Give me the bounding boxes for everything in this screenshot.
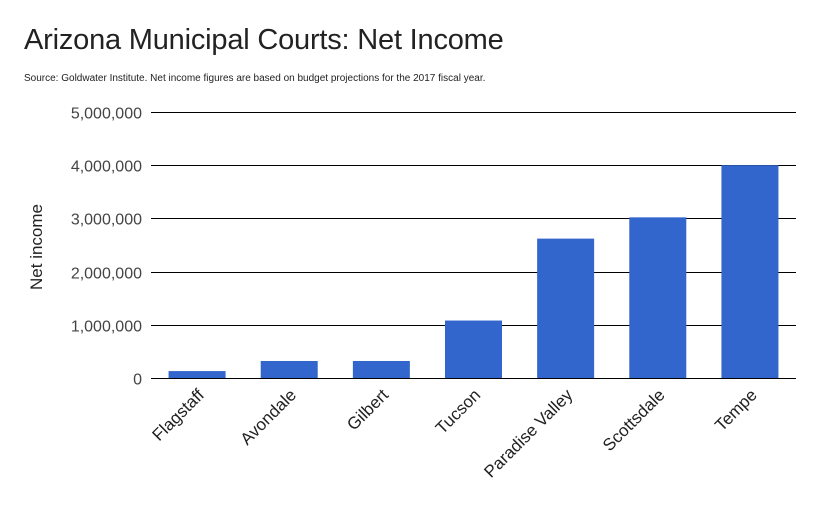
bar-tucson (445, 320, 502, 378)
y-tick-label: 2,000,000 (71, 266, 142, 283)
x-tick-label: Scottsdale (599, 385, 669, 455)
chart-title: Arizona Municipal Courts: Net Income (24, 24, 504, 56)
bar-paradise-valley (537, 238, 595, 378)
y-axis-label: Net income (27, 204, 46, 290)
bar-gilbert (352, 360, 410, 378)
y-tick-label: 0 (133, 372, 142, 389)
y-tick-label: 5,000,000 (71, 106, 142, 123)
x-tick-label: Paradise Valley (480, 385, 576, 481)
x-tick-label: Tempe (711, 385, 761, 435)
x-tick-label: Gilbert (343, 385, 392, 434)
y-tick-label: 4,000,000 (71, 159, 142, 176)
y-tick-label: 1,000,000 (71, 319, 142, 336)
y-tick-label: 3,000,000 (71, 212, 142, 229)
x-tick-label: Flagstaff (149, 385, 209, 445)
bar-avondale (260, 360, 318, 378)
bar-scottsdale (629, 217, 687, 378)
x-tick-label: Tucson (432, 385, 484, 437)
chart-subtitle: Source: Goldwater Institute. Net income … (24, 73, 486, 84)
bar-flagstaff (168, 371, 226, 378)
bar-tempe (721, 165, 779, 378)
x-tick-label: Avondale (237, 385, 300, 448)
